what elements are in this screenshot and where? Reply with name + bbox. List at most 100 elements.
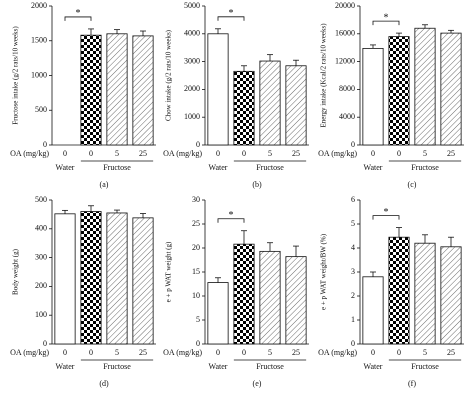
bar [388, 36, 410, 146]
bar [233, 70, 255, 146]
group-label: Water [364, 362, 383, 371]
panel-label: (e) [253, 379, 262, 388]
significance-label: * [229, 8, 234, 19]
y-tick-label: 4 [351, 243, 355, 252]
bar [285, 256, 307, 345]
y-tick-label: 400 [35, 224, 47, 233]
bar [132, 217, 154, 345]
x-axis-label: OA (mg/kg) [318, 348, 357, 357]
x-tick-label: 0 [371, 348, 375, 357]
y-tick-label: 20000 [335, 1, 355, 10]
y-tick-label: 0 [43, 339, 47, 348]
bar [414, 27, 436, 146]
y-tick-label: 3000 [184, 56, 200, 65]
y-axis-label: Energy intake (Kcal/2 rats/10 weeks) [320, 23, 328, 128]
bar [54, 213, 76, 345]
y-axis-label: Chow intake (g/2 rats/10 weeks) [165, 29, 173, 121]
y-tick-label: 0 [351, 339, 355, 348]
x-tick-label: 25 [292, 348, 300, 357]
bar [106, 212, 128, 345]
group-label: Water [209, 163, 228, 172]
x-tick-label: 0 [216, 149, 220, 158]
x-tick-label: 5 [115, 348, 119, 357]
x-axis-label: OA (mg/kg) [163, 149, 202, 158]
y-tick-label: 12000 [335, 56, 355, 65]
x-tick-label: 5 [423, 149, 427, 158]
panel-label: (c) [408, 180, 417, 189]
y-tick-label: 200 [35, 281, 47, 290]
bar [132, 35, 154, 146]
y-tick-label: 500 [35, 105, 47, 114]
x-tick-label: 5 [268, 149, 272, 158]
y-tick-label: 30 [192, 195, 200, 204]
bar [259, 250, 281, 345]
group-label: Fructose [103, 163, 131, 172]
y-tick-label: 20 [192, 243, 200, 252]
significance-bracket [372, 215, 400, 220]
significance-bracket [372, 20, 400, 26]
y-tick-label: 0 [196, 339, 200, 348]
y-tick-label: 100 [35, 310, 47, 319]
x-tick-label: 0 [63, 348, 67, 357]
y-axis-label: Body weight (g) [12, 248, 20, 295]
x-tick-label: 25 [139, 348, 147, 357]
y-tick-label: 1 [351, 315, 355, 324]
y-tick-label: 1500 [31, 36, 47, 45]
bar [285, 65, 307, 146]
y-tick-label: 2 [351, 291, 355, 300]
x-tick-label: 25 [447, 149, 455, 158]
y-tick-label: 10 [192, 291, 200, 300]
y-tick-label: 5 [351, 219, 355, 228]
y-axis-label: Fructose intake (g/2 rats/10 weeks) [12, 26, 20, 125]
x-tick-label: 0 [63, 149, 67, 158]
y-tick-label: 0 [351, 140, 355, 149]
y-tick-label: 0 [43, 140, 47, 149]
bar [80, 34, 102, 146]
significance-bracket [217, 218, 245, 223]
panel-label: (b) [252, 180, 262, 189]
y-tick-label: 2000 [31, 1, 47, 10]
y-tick-label: 16000 [335, 29, 355, 38]
x-tick-label: 0 [89, 348, 93, 357]
x-tick-label: 0 [242, 348, 246, 357]
significance-label: * [76, 8, 81, 19]
x-tick-label: 0 [89, 149, 93, 158]
bar [388, 236, 410, 345]
bar [80, 211, 102, 345]
x-tick-label: 0 [216, 348, 220, 357]
panel-label: (f) [408, 379, 416, 388]
group-label: Fructose [103, 362, 131, 371]
bar [362, 276, 384, 345]
bar [414, 242, 436, 345]
y-tick-label: 1000 [31, 70, 47, 79]
bar [259, 60, 281, 146]
y-tick-label: 25 [192, 219, 200, 228]
x-axis-label: OA (mg/kg) [10, 149, 49, 158]
x-tick-label: 0 [242, 149, 246, 158]
y-tick-label: 4000 [184, 29, 200, 38]
bar [207, 33, 229, 146]
group-label: Fructose [411, 163, 439, 172]
x-axis-label: OA (mg/kg) [10, 348, 49, 357]
y-tick-label: 4000 [339, 112, 355, 121]
y-tick-label: 0 [196, 140, 200, 149]
y-tick-label: 5 [196, 315, 200, 324]
x-tick-label: 5 [423, 348, 427, 357]
significance-label: * [229, 210, 234, 221]
y-tick-label: 300 [35, 252, 47, 261]
y-tick-label: 500 [35, 195, 47, 204]
group-label: Fructose [256, 163, 284, 172]
significance-bracket [64, 16, 92, 21]
y-tick-label: 8000 [339, 84, 355, 93]
x-tick-label: 25 [292, 149, 300, 158]
group-label: Water [56, 163, 75, 172]
significance-bracket [217, 16, 245, 21]
group-label: Water [364, 163, 383, 172]
bar [440, 32, 462, 146]
x-tick-label: 0 [371, 149, 375, 158]
group-label: Water [209, 362, 228, 371]
bar [106, 33, 128, 146]
x-axis-label: OA (mg/kg) [318, 149, 357, 158]
y-axis-label: e + p WAT weight (g) [165, 241, 173, 302]
y-tick-label: 3 [351, 267, 355, 276]
